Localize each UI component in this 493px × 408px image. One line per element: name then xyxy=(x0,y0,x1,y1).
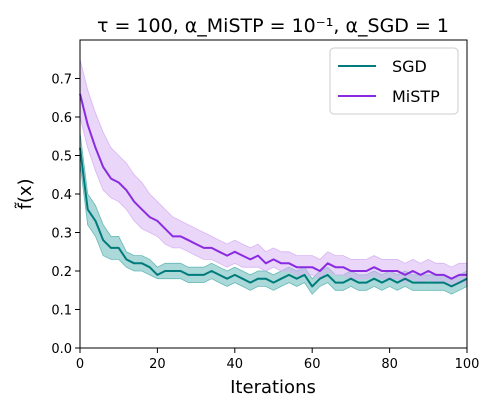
legend-box xyxy=(329,47,459,115)
x-tick-label: 20 xyxy=(149,357,166,372)
y-tick-label: 0.5 xyxy=(51,150,72,165)
series-lines xyxy=(79,93,468,288)
chart-title: τ = 100, α_MiSTP = 10⁻¹, α_SGD = 1 xyxy=(97,15,449,37)
x-tick-label: 0 xyxy=(76,357,84,372)
legend: SGD MiSTP xyxy=(329,47,459,115)
x-tick-label: 100 xyxy=(455,357,480,372)
y-tick-label: 0.3 xyxy=(51,227,72,242)
y-tick-label: 0.1 xyxy=(51,304,72,319)
y-axis-label: f̃(x) xyxy=(15,178,36,209)
legend-label-sgd: SGD xyxy=(392,57,427,76)
y-tick-label: 0.6 xyxy=(51,111,72,126)
x-tick-label: 60 xyxy=(304,357,321,372)
x-tick-label: 40 xyxy=(227,357,244,372)
series-line-sgd xyxy=(79,147,468,288)
plot-frame xyxy=(79,39,468,349)
x-axis-label: Iterations xyxy=(230,377,316,398)
y-tick-label: 0.0 xyxy=(51,342,72,357)
x-tick-label: 80 xyxy=(381,357,398,372)
series-line-mistp xyxy=(79,93,467,280)
y-tick-label: 0.4 xyxy=(51,188,72,203)
y-tick-label: 0.2 xyxy=(51,265,72,280)
axis-ticks: 0 20 40 60 80 100 0.0 0.1 0.2 0.3 0.4 0.5 0.6 0.7 xyxy=(51,73,479,373)
legend-label-mistp: MiSTP xyxy=(392,87,440,106)
y-tick-label: 0.7 xyxy=(51,73,72,88)
